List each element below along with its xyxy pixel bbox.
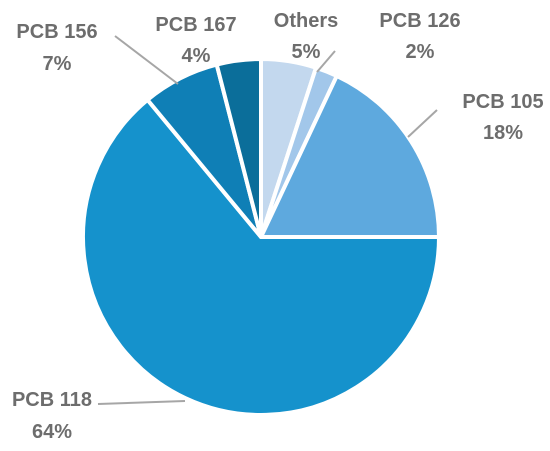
slice-percent-pcb-167: 4% [182,45,211,67]
slice-label-pcb-118: PCB 118 [12,389,92,411]
leader-line-pcb-105 [407,109,438,138]
pie-slice-pcb-105 [259,73,441,239]
slice-percent-pcb-105: 18% [483,122,523,144]
leader-line-pcb-156 [114,35,179,85]
slice-label-pcb-156: PCB 156 [16,21,97,43]
slice-percent-pcb-156: 7% [43,53,72,75]
leader-line-others [316,50,336,73]
slice-label-pcb-126: PCB 126 [379,10,460,32]
pie-slice-pcb-167 [214,57,263,239]
pie-slice-pcb-118 [81,97,441,417]
slice-label-pcb-105: PCB 105 [462,91,543,113]
leader-line-pcb-118 [97,400,186,405]
leader-lines [97,35,438,405]
pie-slices [81,57,441,417]
slice-label-pcb-167: PCB 167 [155,14,236,36]
slice-percent-pcb-126: 2% [406,41,435,63]
slice-percent-others: 5% [292,41,321,63]
slice-label-others: Others [274,10,338,32]
slice-percent-pcb-118: 64% [32,421,72,443]
slice-labels: Others 5% PCB 126 2% PCB 105 18% PCB 118 64% PCB… [12,10,544,443]
